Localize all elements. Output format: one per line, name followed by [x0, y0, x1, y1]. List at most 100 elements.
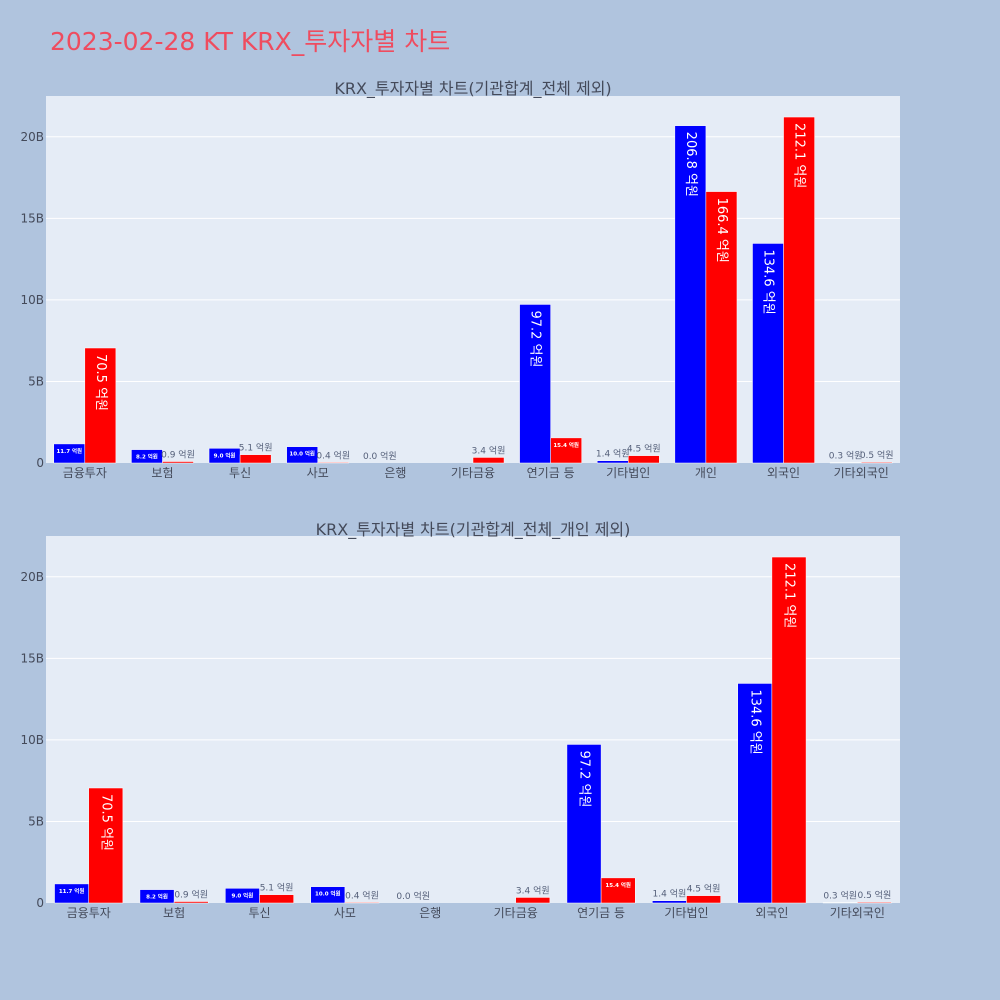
y-tick-label: 10B — [20, 293, 44, 307]
data-label: 0.3 억원 — [823, 890, 857, 902]
data-label: 4.5 억원 — [687, 883, 721, 895]
data-label: 212.1 억원 — [781, 563, 796, 628]
data-label: 206.8 억원 — [683, 132, 698, 197]
bar — [596, 460, 629, 464]
bar — [162, 461, 194, 464]
bar — [737, 683, 773, 904]
data-label: 10.0 억원 — [289, 450, 315, 458]
x-tick-label: 기타금융 — [494, 906, 538, 920]
data-label: 9.0 억원 — [214, 451, 236, 459]
bar — [752, 243, 784, 464]
bar — [88, 787, 124, 904]
data-label: 10.0 억원 — [315, 890, 341, 898]
data-label: 15.4 억원 — [605, 881, 631, 889]
chart-title-1: KRX_투자자별 차트(기관합계_전체_개인 제외) — [316, 520, 631, 540]
y-tick-label: 15B — [20, 651, 44, 665]
x-tick-label: 투신 — [229, 466, 251, 480]
x-tick-label: 외국인 — [755, 906, 788, 920]
data-label: 0.9 억원 — [174, 889, 208, 901]
data-label: 0.3 억원 — [829, 450, 863, 462]
bar — [686, 895, 721, 904]
y-tick-label: 20B — [20, 570, 44, 584]
bar — [239, 454, 272, 464]
x-tick-label: 금융투자 — [67, 906, 111, 920]
data-label: 4.5 억원 — [627, 443, 661, 455]
data-label: 11.7 억원 — [56, 447, 82, 455]
data-label: 3.4 억원 — [472, 444, 506, 456]
x-tick-label: 보험 — [163, 906, 185, 920]
bar — [310, 886, 346, 904]
bar — [652, 900, 687, 904]
x-tick-label: 사모 — [334, 906, 356, 920]
data-label: 0.5 억원 — [858, 889, 892, 901]
x-tick-label: 투신 — [248, 906, 270, 920]
y-tick-label: 0 — [36, 456, 44, 470]
bar — [783, 116, 815, 464]
x-tick-label: 금융투자 — [63, 466, 107, 480]
data-label: 70.5 억원 — [98, 794, 113, 851]
y-tick-label: 20B — [20, 130, 44, 144]
bar — [566, 744, 602, 904]
data-label: 0.0 억원 — [396, 890, 430, 902]
bar — [628, 455, 660, 464]
data-label: 134.6 억원 — [747, 689, 762, 754]
x-tick-label: 보험 — [151, 466, 173, 480]
x-tick-label: 외국인 — [767, 466, 800, 480]
bar — [674, 125, 707, 464]
y-tick-label: 5B — [28, 814, 44, 828]
bar — [472, 457, 505, 464]
y-tick-label: 0 — [36, 896, 44, 910]
data-label: 0.9 억원 — [161, 449, 195, 461]
data-label: 166.4 억원 — [714, 198, 729, 263]
bar — [857, 901, 892, 904]
x-tick-label: 사모 — [307, 466, 329, 480]
x-tick-label: 은행 — [419, 905, 441, 920]
y-tick-label: 15B — [20, 211, 44, 225]
bar — [519, 304, 551, 464]
data-label: 0.4 억원 — [316, 449, 350, 461]
data-label: 5.1 억원 — [260, 882, 294, 894]
data-label: 8.2 억원 — [146, 893, 168, 901]
x-tick-label: 기타법인 — [664, 906, 708, 920]
data-label: 212.1 억원 — [792, 123, 807, 188]
page-title: 2023-02-28 KT KRX_투자자별 차트 — [50, 27, 451, 56]
bar — [317, 462, 350, 464]
data-label: 5.1 억원 — [239, 442, 273, 454]
data-label: 97.2 억원 — [528, 310, 543, 367]
x-tick-label: 연기금 등 — [527, 466, 575, 480]
chart-title-0: KRX_투자자별 차트(기관합계_전체 제외) — [334, 79, 611, 99]
x-tick-label: 연기금 등 — [577, 906, 625, 920]
bar — [705, 191, 738, 464]
x-tick-label: 기타금융 — [451, 466, 495, 480]
x-tick-label: 기타법인 — [606, 466, 650, 480]
data-label: 11.7 억원 — [59, 887, 85, 895]
bar — [860, 461, 893, 464]
bar — [173, 901, 209, 904]
bar — [139, 889, 175, 904]
data-label: 1.4 억원 — [653, 888, 687, 900]
data-label: 1.4 억원 — [596, 448, 630, 460]
bar — [131, 449, 163, 464]
data-label: 0.4 억원 — [345, 889, 379, 901]
x-tick-label: 은행 — [384, 465, 406, 480]
y-tick-label: 5B — [28, 374, 44, 388]
bar — [286, 446, 318, 464]
data-label: 3.4 억원 — [516, 884, 550, 896]
bar — [344, 902, 380, 904]
data-label: 15.4 억원 — [553, 441, 579, 449]
data-label: 0.0 억원 — [363, 450, 397, 462]
data-label: 0.5 억원 — [860, 449, 894, 461]
data-label: 9.0 억원 — [232, 891, 254, 899]
x-tick-label: 기타외국인 — [834, 466, 889, 480]
bar — [515, 897, 551, 904]
bar — [550, 437, 582, 464]
data-label: 8.2 억원 — [136, 453, 158, 461]
data-label: 97.2 억원 — [577, 750, 592, 807]
bar — [771, 556, 807, 904]
bar — [259, 894, 294, 904]
x-tick-label: 개인 — [695, 466, 717, 480]
data-label: 70.5 억원 — [93, 354, 108, 411]
bar — [84, 347, 117, 464]
bar — [600, 877, 636, 904]
